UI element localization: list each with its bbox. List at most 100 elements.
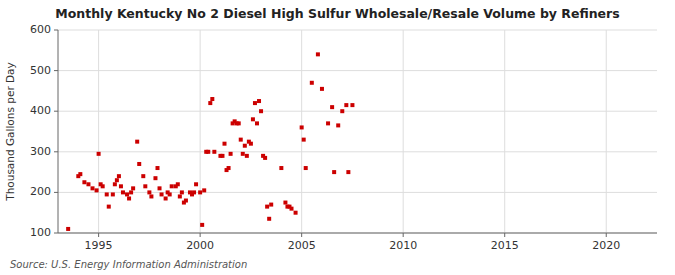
point [160,192,164,196]
point [198,190,202,194]
point [170,184,174,188]
point [255,121,259,125]
point [101,184,105,188]
point [257,99,261,103]
point [97,152,101,156]
point [176,182,180,186]
point [155,166,159,170]
point [141,174,145,178]
x-tick [606,233,607,237]
y-tick-label: 200 [30,185,51,198]
title: Monthly Kentucky No 2 Diesel High Sulfur… [55,6,619,21]
point [259,109,263,113]
y-tick [54,192,58,193]
source-note: Source: U.S. Energy Information Administ… [10,259,247,270]
point [269,203,273,207]
point [168,192,172,196]
y-tick [54,30,58,31]
point [82,180,86,184]
x-tick-label: 2005 [288,239,316,252]
point [192,190,196,194]
point [115,178,119,182]
point [111,192,115,196]
x-tick [200,233,201,237]
point [66,227,70,231]
point [212,150,216,154]
x-tick [98,233,99,237]
point [304,166,308,170]
axes: 1002003004005006001995200020052010201520… [30,23,657,252]
point [267,217,271,221]
point [202,188,206,192]
x-tick-label: 2020 [592,239,620,252]
y-axis-label: Thousand Gallons per Day [4,62,16,202]
y-tick [54,151,58,152]
y-tick [54,111,58,112]
point [210,97,214,101]
point [346,170,350,174]
point [164,196,168,200]
point [227,166,231,170]
point [194,182,198,186]
point [229,152,233,156]
point [220,154,224,158]
point [180,190,184,194]
x-tick [504,233,505,237]
point [206,150,210,154]
y-grid-line [58,151,657,152]
x-tick-label: 2010 [389,239,417,252]
point [344,103,348,107]
y-tick-label: 600 [30,23,51,36]
point [332,170,336,174]
point [283,201,287,205]
point [95,188,99,192]
point [336,123,340,127]
point [78,172,82,176]
y-tick [54,70,58,71]
chart: 1002003004005006001995200020052010201520… [0,0,675,275]
y-axis-line [58,30,59,233]
point [290,207,294,211]
point [153,176,157,180]
point [249,142,253,146]
x-grid-line [98,30,99,233]
point [350,103,354,107]
y-tick-label: 500 [30,64,51,77]
point [320,87,324,91]
x-grid-line [200,30,201,233]
point [158,186,162,190]
point [310,81,314,85]
x-tick [301,233,302,237]
point [91,186,95,190]
x-grid-line [301,30,302,233]
point [149,194,153,198]
x-tick-label: 1995 [85,239,113,252]
background [0,0,675,275]
point [241,152,245,156]
point [302,138,306,142]
point [263,156,267,160]
y-tick [54,233,58,234]
y-tick-label: 400 [30,104,51,117]
point [86,182,90,186]
point [105,192,109,196]
point [125,192,129,196]
point [113,182,117,186]
point [316,52,320,56]
point [223,142,227,146]
point [117,174,121,178]
x-grid-line [504,30,505,233]
point [135,140,139,144]
point [253,101,257,105]
point [294,211,298,215]
x-grid-line [403,30,404,233]
point [330,105,334,109]
points [66,52,354,231]
point [147,190,151,194]
y-grid-line [58,30,657,31]
point [245,154,249,158]
point [143,184,147,188]
point [200,223,204,227]
point [121,190,125,194]
y-grid-line [58,233,657,234]
